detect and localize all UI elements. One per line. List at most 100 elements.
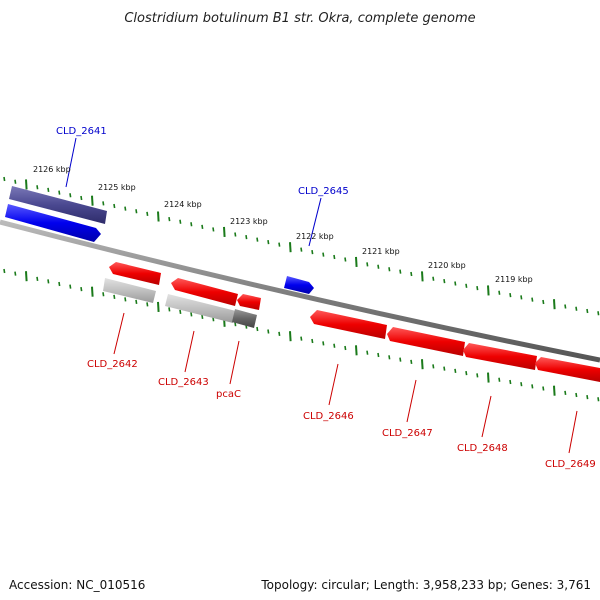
minor-tick bbox=[432, 276, 435, 281]
tick-track-outer bbox=[3, 176, 600, 316]
minor-tick bbox=[69, 193, 72, 198]
scale-label: 2120 kbp bbox=[428, 261, 466, 270]
major-tick bbox=[355, 345, 358, 356]
scale-label: 2123 kbp bbox=[230, 217, 268, 226]
minor-tick bbox=[388, 267, 391, 272]
minor-tick bbox=[399, 269, 402, 274]
minor-tick bbox=[80, 195, 83, 201]
major-tick bbox=[91, 195, 94, 206]
cld-2641-shadow-feature bbox=[9, 186, 107, 224]
minor-tick bbox=[399, 357, 402, 362]
cld-2648-feature[interactable] bbox=[463, 343, 537, 370]
major-tick bbox=[421, 271, 424, 282]
minor-tick bbox=[3, 268, 6, 274]
minor-tick bbox=[564, 390, 567, 395]
minor-tick bbox=[542, 386, 545, 391]
minor-tick bbox=[476, 373, 479, 378]
minor-tick bbox=[465, 283, 468, 288]
pcac-feature[interactable] bbox=[237, 294, 261, 310]
minor-tick bbox=[377, 352, 380, 358]
minor-tick bbox=[124, 206, 127, 211]
minor-tick bbox=[520, 295, 523, 300]
scale-label: 2125 kbp bbox=[98, 183, 136, 192]
major-tick bbox=[553, 385, 556, 396]
minor-tick bbox=[234, 232, 237, 237]
tick-track-inner bbox=[3, 268, 600, 402]
minor-tick bbox=[47, 187, 50, 193]
gene-label-cld-2641[interactable]: CLD_2641 bbox=[56, 126, 107, 137]
minor-tick bbox=[333, 343, 336, 348]
gene-labels: CLD_2641 CLD_2645 CLD_2642 CLD_2643 pcaC… bbox=[56, 126, 596, 470]
minor-tick bbox=[344, 257, 347, 262]
pcac-leader bbox=[229, 340, 240, 385]
gene-label-cld-2649[interactable]: CLD_2649 bbox=[545, 459, 596, 470]
minor-tick bbox=[278, 331, 281, 336]
major-tick bbox=[487, 285, 490, 296]
minor-tick bbox=[102, 201, 105, 206]
minor-tick bbox=[113, 294, 116, 299]
minor-tick bbox=[168, 216, 171, 222]
cld-2641-leader bbox=[65, 137, 77, 188]
minor-tick bbox=[135, 299, 138, 305]
cld-2643-shadow-feature bbox=[165, 294, 236, 323]
scale-labels: 2126 kbp 2125 kbp 2124 kbp 2123 kbp 2122… bbox=[33, 165, 533, 284]
cld-2642-shadow-feature bbox=[103, 278, 156, 303]
minor-tick bbox=[498, 290, 501, 295]
minor-tick bbox=[36, 276, 39, 281]
major-tick bbox=[25, 179, 28, 190]
cld-2645-feature[interactable] bbox=[284, 276, 314, 294]
minor-tick bbox=[443, 366, 446, 371]
minor-tick bbox=[102, 292, 105, 297]
cld-2646-feature[interactable] bbox=[310, 310, 387, 339]
minor-tick bbox=[575, 306, 578, 311]
gene-label-cld-2645[interactable]: CLD_2645 bbox=[298, 186, 349, 197]
scale-label: 2119 kbp bbox=[495, 275, 533, 284]
minor-tick bbox=[586, 308, 589, 314]
map-title: Clostridium botulinum B1 str. Okra, comp… bbox=[124, 11, 475, 26]
minor-tick bbox=[531, 297, 534, 302]
minor-tick bbox=[14, 271, 17, 276]
minor-tick bbox=[300, 247, 303, 252]
minor-tick bbox=[311, 249, 314, 255]
cld-2647-feature[interactable] bbox=[387, 327, 465, 356]
minor-tick bbox=[410, 359, 413, 365]
forward-strand-features bbox=[5, 186, 314, 294]
minor-tick bbox=[179, 309, 182, 315]
cld-2643-feature[interactable] bbox=[171, 278, 238, 306]
major-tick bbox=[355, 256, 358, 267]
minor-tick bbox=[476, 286, 479, 291]
minor-tick bbox=[465, 371, 468, 376]
cld-2641-feature[interactable] bbox=[5, 204, 101, 242]
minor-tick bbox=[278, 242, 281, 247]
minor-tick bbox=[322, 252, 325, 257]
minor-tick bbox=[597, 397, 600, 402]
gene-label-cld-2643[interactable]: CLD_2643 bbox=[158, 377, 209, 388]
reverse-strand-features bbox=[103, 262, 600, 382]
cld-2643-leader bbox=[184, 330, 195, 373]
genome-backbone bbox=[0, 219, 600, 363]
gene-label-cld-2642[interactable]: CLD_2642 bbox=[87, 359, 138, 370]
minor-tick bbox=[190, 222, 193, 227]
minor-tick bbox=[179, 219, 182, 224]
cld-2642-feature[interactable] bbox=[109, 262, 161, 285]
gene-label-cld-2648[interactable]: CLD_2648 bbox=[457, 443, 508, 454]
minor-tick bbox=[58, 281, 61, 287]
minor-tick bbox=[597, 311, 600, 316]
minor-tick bbox=[454, 281, 457, 286]
minor-tick bbox=[58, 190, 61, 195]
gene-label-cld-2647[interactable]: CLD_2647 bbox=[382, 428, 433, 439]
forward-leader-lines bbox=[65, 137, 322, 247]
minor-tick bbox=[267, 240, 270, 245]
cld-2649-feature[interactable] bbox=[535, 357, 600, 382]
cld-2645-leader bbox=[308, 197, 322, 247]
minor-tick bbox=[432, 364, 435, 369]
minor-tick bbox=[344, 345, 347, 351]
minor-tick bbox=[520, 382, 523, 387]
gene-label-cld-2646[interactable]: CLD_2646 bbox=[303, 411, 354, 422]
scale-label: 2121 kbp bbox=[362, 247, 400, 256]
gene-label-pcac[interactable]: pcaC bbox=[216, 389, 241, 400]
major-tick bbox=[25, 271, 28, 282]
minor-tick bbox=[245, 234, 248, 240]
genome-summary-text: Topology: circular; Length: 3,958,233 bp… bbox=[261, 578, 591, 592]
